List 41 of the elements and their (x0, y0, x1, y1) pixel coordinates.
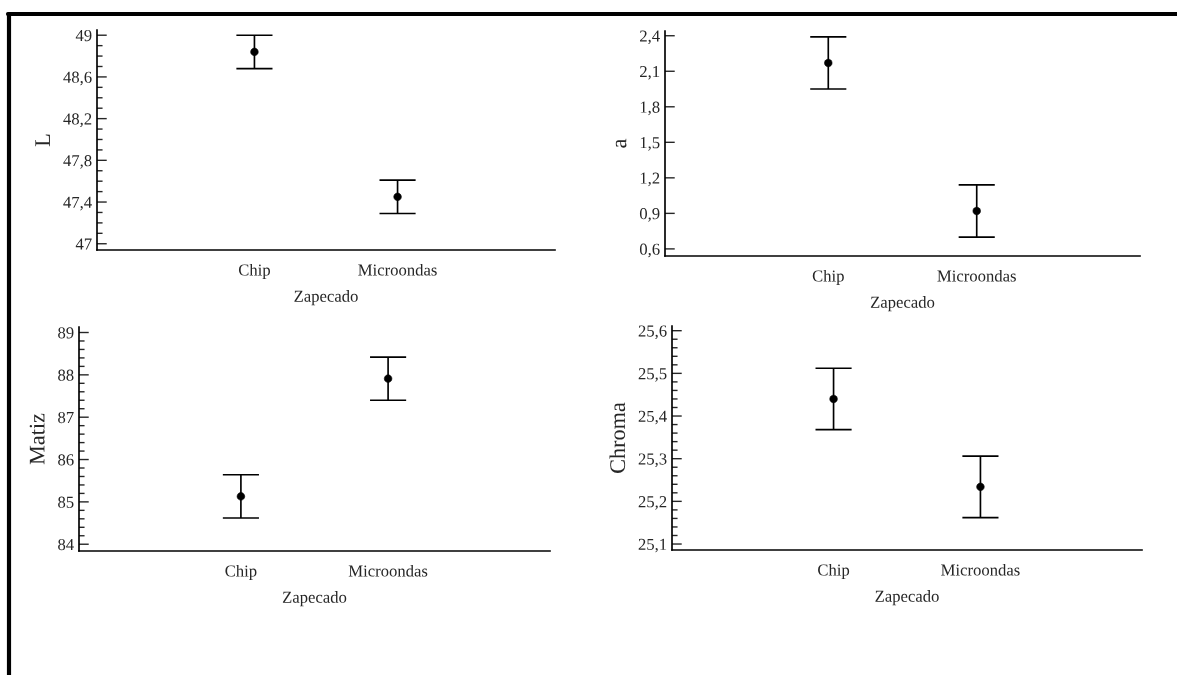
y-tick-label: 25,3 (638, 453, 667, 468)
y-axis-title: L (35, 134, 50, 147)
y-tick-label: 87 (58, 411, 74, 424)
x-tick-label: Chip (238, 263, 270, 279)
x-axis-title: Zapecado (294, 290, 358, 306)
y-tick-label: 2,1 (640, 66, 660, 80)
y-tick-label: 2,4 (640, 30, 660, 45)
y-tick-label: 25,4 (638, 410, 667, 425)
y-tick-label: 85 (58, 496, 74, 508)
y-tick-label: 25,6 (638, 325, 667, 340)
x-axis-title: Zapecado (875, 590, 939, 606)
y-tick-label: 47,8 (63, 155, 92, 169)
x-tick-label: Chip (812, 269, 844, 285)
y-axis-title: Chroma (609, 402, 626, 473)
y-tick-label: 88 (58, 369, 74, 381)
y-tick-label: 25,1 (638, 538, 667, 553)
x-axis-title: Zapecado (282, 591, 347, 607)
y-tick-label: 1,2 (640, 172, 660, 187)
y-tick-label: 47,4 (63, 196, 92, 211)
x-axis-title: Zapecado (870, 296, 935, 312)
y-tick-label: 25,5 (638, 368, 667, 382)
y-tick-label: 0,6 (639, 243, 660, 258)
y-tick-label: 1,8 (640, 101, 660, 116)
y-axis-title: Matiz (29, 413, 45, 465)
x-tick-label: Microondas (348, 564, 428, 577)
x-tick-label: Microondas (358, 263, 437, 276)
x-tick-label: Chip (818, 563, 850, 579)
y-tick-label: 0,9 (639, 208, 660, 222)
y-tick-label: 86 (58, 454, 74, 466)
x-tick-label: Chip (225, 564, 257, 580)
y-tick-label: 47 (75, 238, 92, 250)
y-tick-label: 48,6 (63, 71, 92, 86)
y-tick-label: 49 (75, 29, 92, 42)
y-axis-title: a (615, 138, 627, 148)
y-tick-label: 89 (58, 327, 74, 339)
x-tick-label: Microondas (937, 269, 1016, 282)
x-tick-label: Microondas (941, 563, 1020, 576)
y-tick-label: 48,2 (63, 113, 92, 127)
y-tick-label: 25,2 (638, 496, 667, 510)
y-tick-label: 1,5 (640, 137, 660, 151)
y-tick-label: 84 (58, 538, 74, 551)
